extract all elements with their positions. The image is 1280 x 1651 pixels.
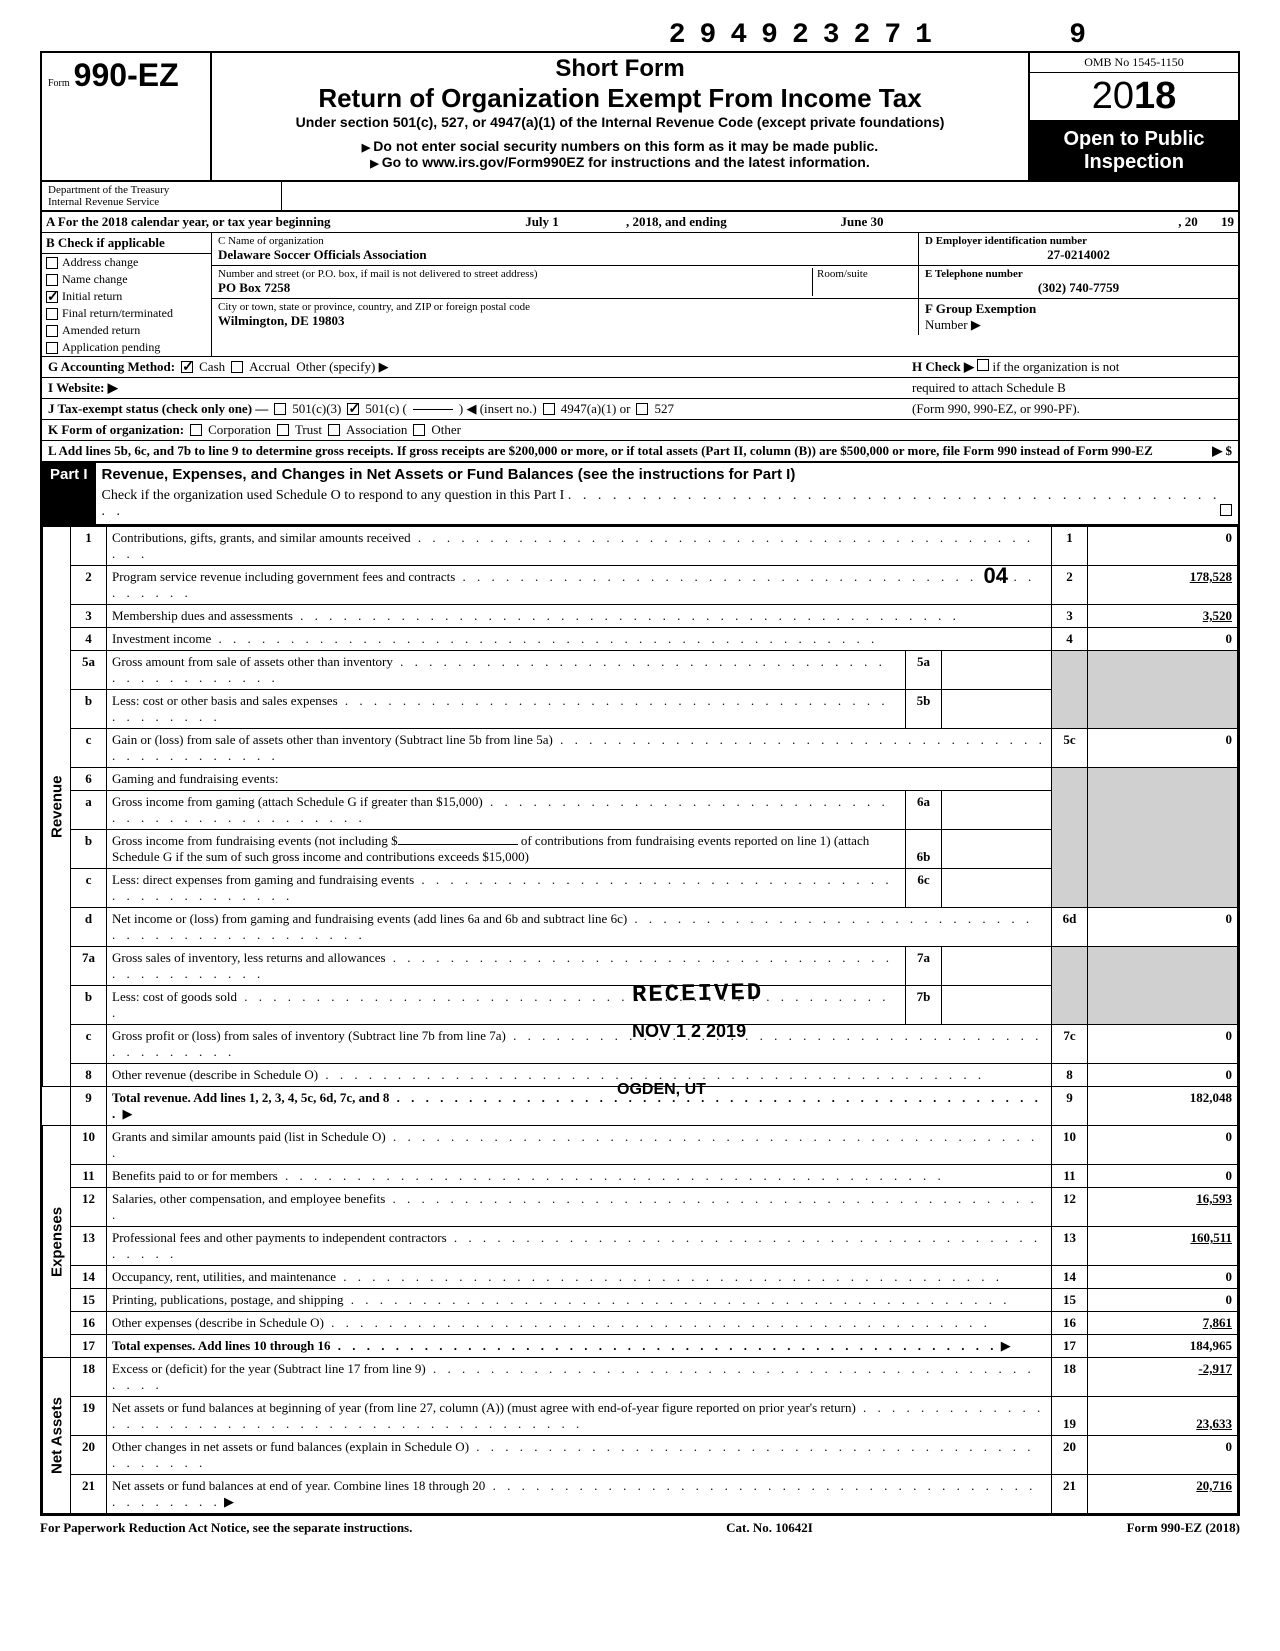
- cb-association[interactable]: [328, 424, 340, 436]
- row-a-begin: July 1: [462, 212, 622, 232]
- cb-amended-return[interactable]: [46, 325, 58, 337]
- cb-other-org[interactable]: [413, 424, 425, 436]
- open-to-public-badge: Open to Public Inspection: [1030, 122, 1238, 180]
- part1-title: Revenue, Expenses, and Changes in Net As…: [96, 463, 1238, 486]
- room-suite-label: Room/suite: [817, 268, 912, 280]
- footer-left: For Paperwork Reduction Act Notice, see …: [40, 1520, 412, 1536]
- c-addr-label: Number and street (or P.O. box, if mail …: [218, 268, 812, 280]
- footer-mid: Cat. No. 10642I: [726, 1520, 813, 1536]
- side-expenses: Expenses: [43, 1126, 71, 1358]
- form-subtitle: Under section 501(c), 527, or 4947(a)(1)…: [216, 114, 1024, 130]
- l-text: L Add lines 5b, 6c, and 7b to line 9 to …: [48, 443, 1153, 459]
- part1-lines-table: Revenue 1 Contributions, gifts, grants, …: [42, 526, 1238, 1514]
- cb-4947[interactable]: [543, 403, 555, 415]
- k-label: K Form of organization:: [48, 422, 184, 438]
- form-number: 990-EZ: [74, 57, 179, 93]
- org-name: Delaware Soccer Officials Association: [218, 247, 912, 263]
- cb-501c[interactable]: [347, 403, 359, 415]
- e-label: E Telephone number: [925, 268, 1232, 280]
- c-city-label: City or town, state or province, country…: [218, 301, 912, 313]
- side-revenue: Revenue: [43, 527, 71, 1087]
- g-label: G Accounting Method:: [48, 359, 175, 375]
- part1-sub: Check if the organization used Schedule …: [96, 486, 1238, 524]
- row-a-end: June 30: [782, 212, 942, 232]
- c-name-label: C Name of organization: [218, 235, 912, 247]
- form-note-1: Do not enter social security numbers on …: [216, 138, 1024, 154]
- f-sub: Number ▶: [925, 317, 981, 332]
- i-label: I Website: ▶: [48, 380, 118, 396]
- stamp-location: OGDEN, UT: [617, 1081, 706, 1099]
- f-label: F Group Exemption: [925, 301, 1036, 316]
- part1-label: Part I: [42, 463, 96, 524]
- cb-527[interactable]: [636, 403, 648, 415]
- cb-trust[interactable]: [277, 424, 289, 436]
- footer-right: Form 990-EZ (2018): [1127, 1520, 1240, 1536]
- row-a-label: A For the 2018 calendar year, or tax yea…: [42, 212, 462, 232]
- org-city: Wilmington, DE 19803: [218, 313, 912, 329]
- dln-number: 294923271 9: [40, 20, 1240, 51]
- form-note-2: Go to www.irs.gov/Form990EZ for instruct…: [216, 154, 1024, 170]
- j-label: J Tax-exempt status (check only one) —: [48, 401, 268, 417]
- cb-application-pending[interactable]: [46, 342, 58, 354]
- tax-year: 2018: [1030, 73, 1238, 122]
- side-netassets: Net Assets: [43, 1358, 71, 1514]
- form-title-2: Return of Organization Exempt From Incom…: [216, 83, 1024, 114]
- cb-name-change[interactable]: [46, 274, 58, 286]
- row-a-year: 19: [1221, 214, 1234, 229]
- cb-accrual[interactable]: [231, 361, 243, 373]
- cb-501c3[interactable]: [274, 403, 286, 415]
- form-header: Form 990-EZ Short Form Return of Organiz…: [40, 51, 1240, 182]
- l-arrow: ▶ $: [1212, 443, 1232, 459]
- omb-number: OMB No 1545-1150: [1030, 53, 1238, 73]
- cb-schedule-o-part1[interactable]: [1220, 504, 1232, 516]
- g-other: Other (specify) ▶: [296, 359, 388, 375]
- stamp-received: RECEIVED: [632, 980, 764, 1009]
- cb-cash[interactable]: [181, 361, 193, 373]
- cb-initial-return[interactable]: [46, 291, 58, 303]
- cb-schedule-b[interactable]: [977, 359, 989, 371]
- form-title-1: Short Form: [216, 55, 1024, 83]
- org-address: PO Box 7258: [218, 280, 812, 296]
- ein: 27-0214002: [925, 247, 1232, 263]
- page-footer: For Paperwork Reduction Act Notice, see …: [40, 1516, 1240, 1536]
- dept-treasury: Department of the Treasury Internal Reve…: [42, 182, 282, 210]
- cb-corporation[interactable]: [190, 424, 202, 436]
- row-a-mid: , 2018, and ending: [622, 212, 782, 232]
- phone: (302) 740-7759: [925, 280, 1232, 296]
- b-header: B Check if applicable: [42, 233, 211, 254]
- stamp-date: NOV 1 2 2019: [632, 1021, 746, 1042]
- cb-address-change[interactable]: [46, 257, 58, 269]
- d-label: D Employer identification number: [925, 235, 1232, 247]
- form-prefix: Form: [48, 78, 70, 89]
- cb-final-return[interactable]: [46, 308, 58, 320]
